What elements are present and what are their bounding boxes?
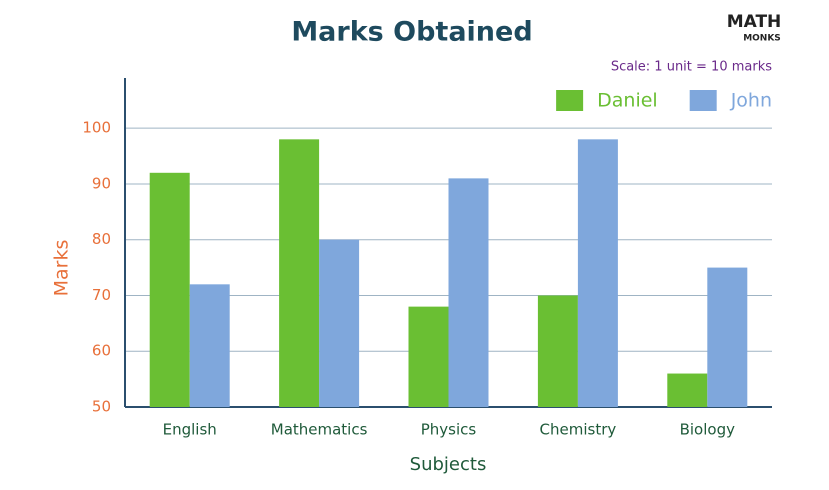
y-tick-label: 80 <box>92 230 111 248</box>
logo-bottom: MONKS <box>743 34 781 44</box>
annotation: Scale: 1 unit = 10 marks <box>611 60 772 75</box>
bar <box>707 267 748 407</box>
x-tick-label: Mathematics <box>271 421 368 439</box>
bar <box>319 239 360 407</box>
x-tick-label: Biology <box>680 421 736 439</box>
legend-label: John <box>730 90 772 112</box>
logo-top: MATH <box>727 12 782 32</box>
y-tick-label: 50 <box>92 398 111 416</box>
legend-swatch <box>556 90 584 111</box>
legend-swatch <box>689 90 717 111</box>
bar <box>279 139 320 407</box>
bar <box>667 373 708 407</box>
y-tick-label: 100 <box>82 119 111 137</box>
bar <box>189 284 230 407</box>
bar <box>149 172 190 407</box>
y-tick-label: 90 <box>92 174 111 192</box>
bar <box>448 178 489 407</box>
bar <box>537 295 578 407</box>
x-tick-label: Chemistry <box>540 421 617 439</box>
x-tick-label: Physics <box>421 421 477 439</box>
bar <box>577 139 618 407</box>
y-axis-label: Marks <box>51 240 73 297</box>
chart-title: Marks Obtained <box>291 17 532 48</box>
y-tick-label: 60 <box>92 342 111 360</box>
legend-label: Daniel <box>597 90 658 112</box>
y-tick-label: 70 <box>92 286 111 304</box>
x-tick-label: English <box>163 421 217 439</box>
x-axis-label: Subjects <box>410 454 487 475</box>
bar <box>408 306 449 407</box>
